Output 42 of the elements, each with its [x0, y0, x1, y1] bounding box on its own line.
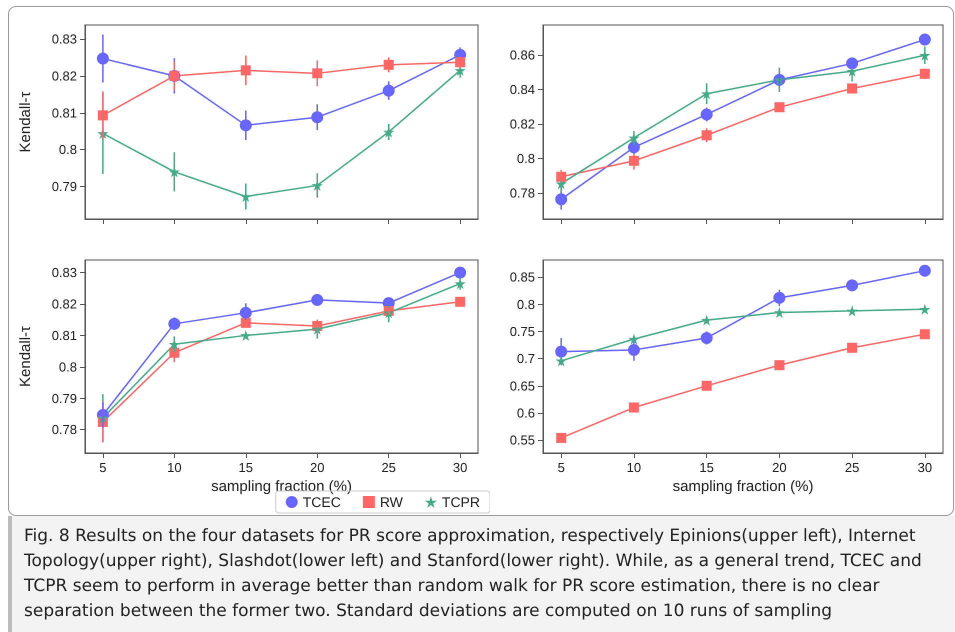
y-tick-label: 0.79 — [52, 179, 77, 194]
y-tick-label: 0.78 — [52, 422, 77, 438]
y-tick-label: 0.8 — [516, 151, 535, 166]
x-tick-label: 20 — [310, 460, 324, 475]
y-tick-label: 0.8 — [516, 296, 535, 312]
x-tick-label: 15 — [238, 460, 254, 475]
y-tick-label: 0.82 — [510, 116, 535, 132]
y-axis-title: Kendall-τ — [17, 326, 34, 387]
x-tick-label: 20 — [772, 460, 787, 475]
y-tick-label: 0.86 — [510, 47, 535, 62]
x-tick-label: 15 — [699, 460, 714, 475]
y-tick-label: 0.81 — [52, 105, 77, 120]
x-tick-label: 10 — [167, 460, 182, 475]
y-tick-label: 0.84 — [510, 82, 535, 97]
x-tick-label: 5 — [558, 460, 565, 475]
x-tick-label: 5 — [99, 460, 106, 475]
y-tick-label: 0.8 — [58, 359, 77, 374]
y-axis-title: Kendall-τ — [17, 91, 34, 152]
y-tick-label: 0.83 — [52, 265, 77, 280]
y-tick-label: 0.55 — [510, 432, 535, 448]
y-tick-label: 0.85 — [510, 270, 535, 285]
y-tick-label: 0.82 — [52, 296, 77, 312]
x-tick-label: 25 — [844, 460, 860, 475]
y-tick-label: 0.78 — [510, 186, 535, 201]
x-tick-label: 25 — [381, 460, 396, 475]
y-tick-label: 0.6 — [516, 405, 535, 420]
legend-label: TCPR — [442, 494, 480, 510]
x-tick-label: 30 — [918, 460, 932, 475]
legend-label: TCEC — [302, 494, 341, 510]
y-tick-label: 0.82 — [52, 68, 77, 84]
y-tick-label: 0.83 — [52, 32, 77, 47]
legend-label: RW — [380, 494, 404, 510]
y-tick-label: 0.81 — [52, 328, 77, 343]
y-tick-label: 0.75 — [510, 324, 535, 339]
y-tick-label: 0.7 — [516, 351, 535, 366]
y-tick-label: 0.79 — [52, 390, 77, 406]
caption: Fig. 8 Results on the four datasets for PR score approximation, respectively Epinions(upper left), Internet Topology(upper right), Slashdot(lower left) and Stanford(lower right). While, as a general trend, TCEC and TCPR seem to perform in average better than random walk for PR score estimation, there is no clear separation between the former two. Standard deviations are computed on 10 runs of sampling — [24, 525, 923, 623]
x-tick-label: 30 — [452, 460, 468, 475]
x-axis-title: sampling fraction (%) — [672, 478, 814, 495]
y-tick-label: 0.65 — [510, 378, 535, 394]
y-tick-label: 0.8 — [58, 142, 77, 158]
x-tick-label: 10 — [626, 460, 642, 475]
